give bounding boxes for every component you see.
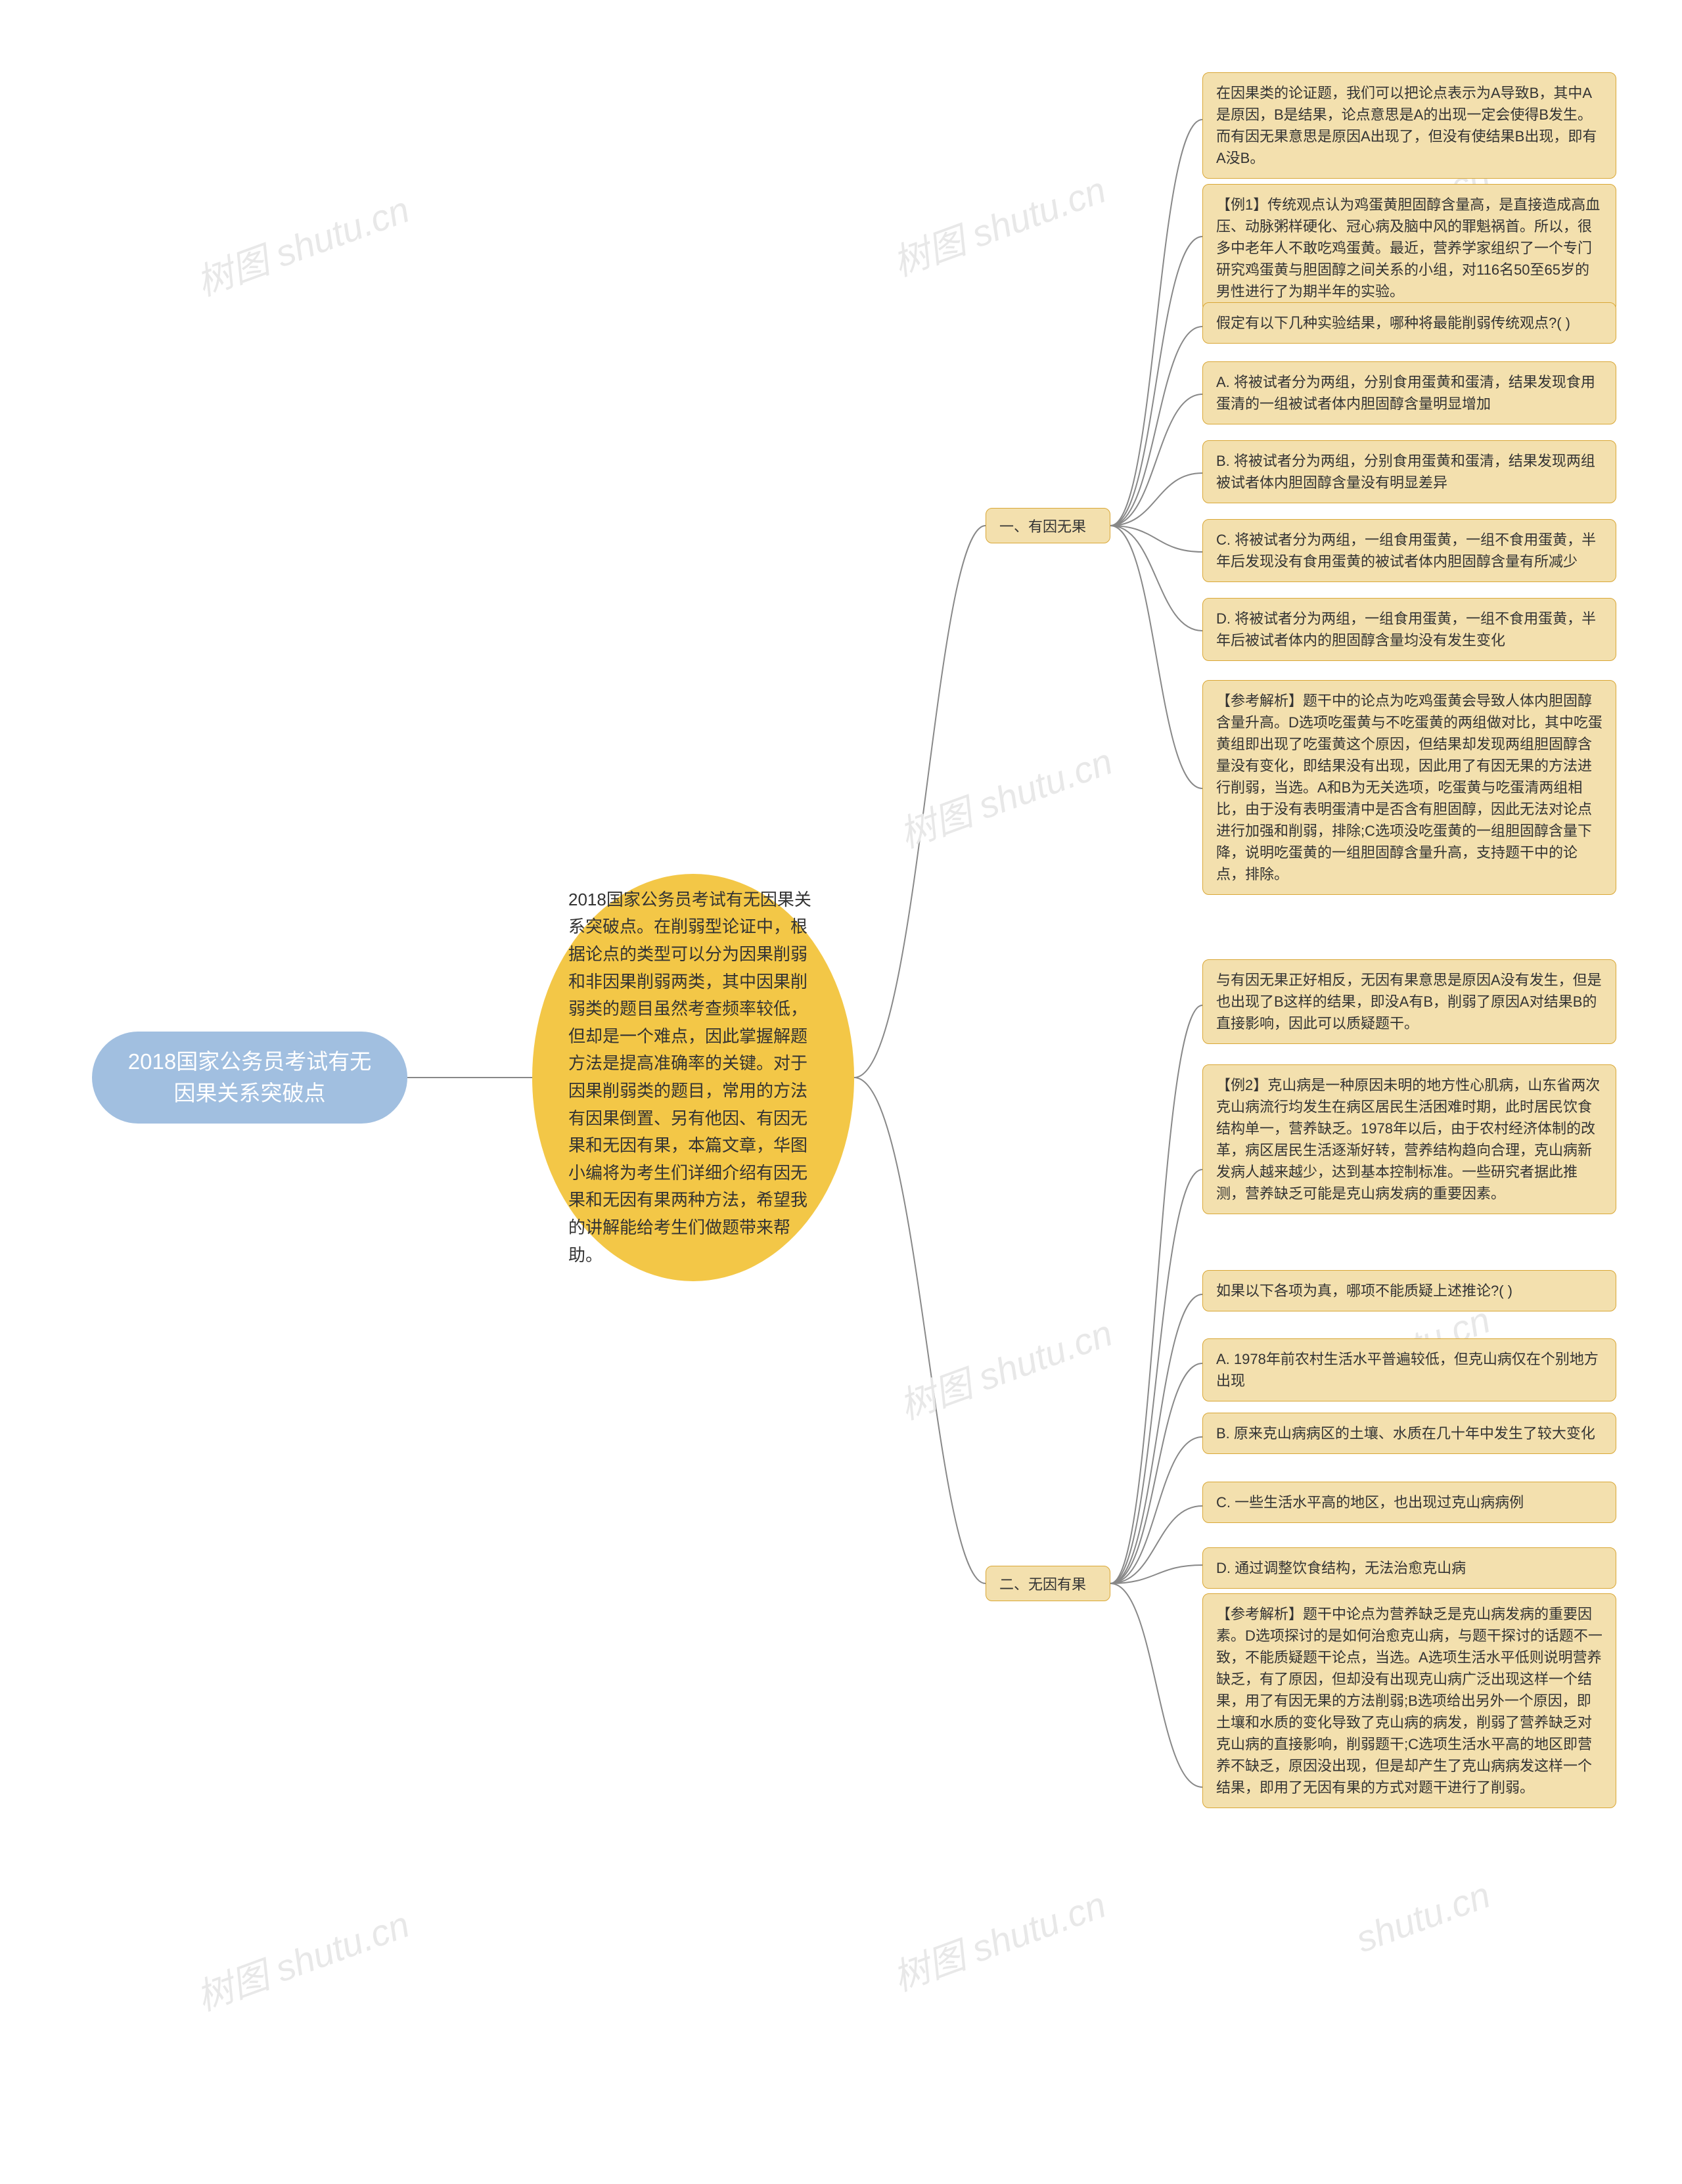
leaf-s1-5[interactable]: C. 将被试者分为两组，一组食用蛋黄，一组不食用蛋黄，半年后发现没有食用蛋黄的被…: [1202, 519, 1616, 582]
leaf-s2-6[interactable]: D. 通过调整饮食结构，无法治愈克山病: [1202, 1547, 1616, 1589]
watermark: 树图 shutu.cn: [884, 1875, 1112, 2001]
leaf-text: 在因果类的论证题，我们可以把论点表示为A导致B，其中A是原因，B是结果，论点意思…: [1216, 82, 1602, 169]
leaf-text: C. 将被试者分为两组，一组食用蛋黄，一组不食用蛋黄，半年后发现没有食用蛋黄的被…: [1216, 529, 1602, 572]
leaf-text: A. 1978年前农村生活水平普遍较低，但克山病仅在个别地方出现: [1216, 1348, 1602, 1392]
section-1[interactable]: 一、有因无果: [986, 508, 1110, 543]
leaf-s2-2[interactable]: 如果以下各项为真，哪项不能质疑上述推论?( ): [1202, 1270, 1616, 1311]
leaf-s2-0[interactable]: 与有因无果正好相反，无因有果意思是原因A没有发生，但是也出现了B这样的结果，即没…: [1202, 959, 1616, 1044]
leaf-text: D. 通过调整饮食结构，无法治愈克山病: [1216, 1557, 1466, 1579]
leaf-text: 【参考解析】题干中论点为营养缺乏是克山病发病的重要因素。D选项探讨的是如何治愈克…: [1216, 1603, 1602, 1798]
leaf-s1-7[interactable]: 【参考解析】题干中的论点为吃鸡蛋黄会导致人体内胆固醇含量升高。D选项吃蛋黄与不吃…: [1202, 680, 1616, 895]
leaf-text: 【例2】克山病是一种原因未明的地方性心肌病，山东省两次克山病流行均发生在病区居民…: [1216, 1074, 1602, 1204]
leaf-text: D. 将被试者分为两组，一组食用蛋黄，一组不食用蛋黄，半年后被试者体内的胆固醇含…: [1216, 608, 1602, 651]
leaf-s1-1[interactable]: 【例1】传统观点认为鸡蛋黄胆固醇含量高，是直接造成高血压、动脉粥样硬化、冠心病及…: [1202, 184, 1616, 312]
leaf-text: 与有因无果正好相反，无因有果意思是原因A没有发生，但是也出现了B这样的结果，即没…: [1216, 969, 1602, 1034]
leaf-s2-1[interactable]: 【例2】克山病是一种原因未明的地方性心肌病，山东省两次克山病流行均发生在病区居民…: [1202, 1064, 1616, 1214]
leaf-s1-2[interactable]: 假定有以下几种实验结果，哪种将最能削弱传统观点?( ): [1202, 302, 1616, 344]
section-2[interactable]: 二、无因有果: [986, 1566, 1110, 1601]
leaf-text: 【参考解析】题干中的论点为吃鸡蛋黄会导致人体内胆固醇含量升高。D选项吃蛋黄与不吃…: [1216, 690, 1602, 885]
leaf-text: C. 一些生活水平高的地区，也出现过克山病病例: [1216, 1491, 1524, 1513]
watermark: 树图 shutu.cn: [884, 160, 1112, 286]
leaf-s1-4[interactable]: B. 将被试者分为两组，分别食用蛋黄和蛋清，结果发现两组被试者体内胆固醇含量没有…: [1202, 440, 1616, 503]
leaf-s2-5[interactable]: C. 一些生活水平高的地区，也出现过克山病病例: [1202, 1482, 1616, 1523]
watermark: 树图 shutu.cn: [188, 180, 416, 306]
leaf-text: 【例1】传统观点认为鸡蛋黄胆固醇含量高，是直接造成高血压、动脉粥样硬化、冠心病及…: [1216, 194, 1602, 302]
leaf-text: 假定有以下几种实验结果，哪种将最能削弱传统观点?( ): [1216, 312, 1570, 334]
leaf-text: 如果以下各项为真，哪项不能质疑上述推论?( ): [1216, 1280, 1512, 1302]
section-1-label: 一、有因无果: [999, 515, 1086, 536]
leaf-s2-4[interactable]: B. 原来克山病病区的土壤、水质在几十年中发生了较大变化: [1202, 1413, 1616, 1454]
leaf-text: A. 将被试者分为两组，分别食用蛋黄和蛋清，结果发现食用蛋清的一组被试者体内胆固…: [1216, 371, 1602, 415]
leaf-s1-0[interactable]: 在因果类的论证题，我们可以把论点表示为A导致B，其中A是原因，B是结果，论点意思…: [1202, 72, 1616, 179]
leaf-s1-6[interactable]: D. 将被试者分为两组，一组食用蛋黄，一组不食用蛋黄，半年后被试者体内的胆固醇含…: [1202, 598, 1616, 661]
root-label: 2018国家公务员考试有无 因果关系突破点: [128, 1046, 371, 1109]
watermark: 树图 shutu.cn: [891, 732, 1119, 858]
main-node[interactable]: 2018国家公务员考试有无因果关系突破点。在削弱型论证中，根据论点的类型可以分为…: [532, 874, 854, 1281]
section-2-label: 二、无因有果: [999, 1573, 1086, 1594]
leaf-s2-7[interactable]: 【参考解析】题干中论点为营养缺乏是克山病发病的重要因素。D选项探讨的是如何治愈克…: [1202, 1593, 1616, 1808]
root-node[interactable]: 2018国家公务员考试有无 因果关系突破点: [92, 1032, 407, 1124]
watermark: 树图 shutu.cn: [188, 1895, 416, 2021]
watermark: shutu.cn: [1350, 1873, 1495, 1961]
watermark: 树图 shutu.cn: [891, 1304, 1119, 1430]
leaf-s1-3[interactable]: A. 将被试者分为两组，分别食用蛋黄和蛋清，结果发现食用蛋清的一组被试者体内胆固…: [1202, 361, 1616, 424]
main-text: 2018国家公务员考试有无因果关系突破点。在削弱型论证中，根据论点的类型可以分为…: [568, 886, 818, 1269]
leaf-text: B. 将被试者分为两组，分别食用蛋黄和蛋清，结果发现两组被试者体内胆固醇含量没有…: [1216, 450, 1602, 493]
leaf-text: B. 原来克山病病区的土壤、水质在几十年中发生了较大变化: [1216, 1422, 1595, 1444]
leaf-s2-3[interactable]: A. 1978年前农村生活水平普遍较低，但克山病仅在个别地方出现: [1202, 1338, 1616, 1401]
